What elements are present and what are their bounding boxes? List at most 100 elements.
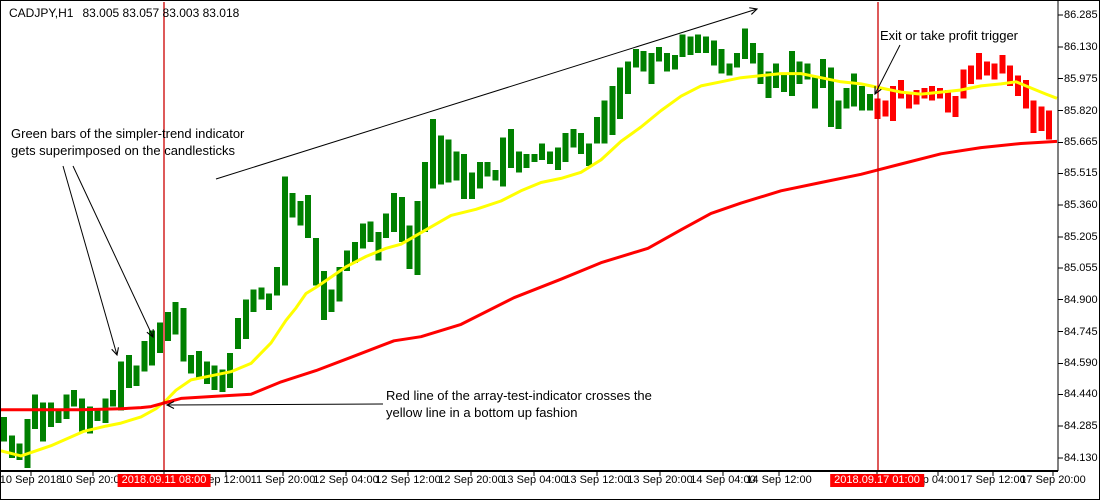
- time-axis-label: 17 Sep 20:00: [1020, 474, 1086, 486]
- trendline-arrow[interactable]: [215, 7, 759, 180]
- bull-candle: [94, 410, 101, 421]
- bull-candle: [773, 63, 780, 88]
- annotation-red-cross[interactable]: Red line of the array-test-indicator cro…: [386, 387, 652, 421]
- bull-candle: [328, 289, 335, 312]
- bear-candle: [1046, 110, 1053, 140]
- bull-candle: [141, 340, 148, 372]
- bull-candle: [1, 416, 7, 442]
- price-axis-label: 85.665: [1064, 136, 1098, 149]
- bull-candle: [523, 153, 530, 169]
- bull-candle: [554, 147, 561, 171]
- bull-candle: [24, 418, 31, 469]
- bull-candle: [617, 67, 624, 119]
- bull-candle: [40, 402, 46, 442]
- symbol-timeframe-label: CADJPY,H1: [9, 6, 74, 20]
- price-axis-label: 84.590: [1064, 357, 1098, 370]
- bull-candle: [820, 59, 826, 88]
- bear-candle: [1030, 100, 1037, 134]
- bull-candle: [648, 53, 655, 84]
- bear-candle: [882, 100, 889, 117]
- annotation-exit-trigger[interactable]: Exit or take profit trigger: [880, 27, 1018, 44]
- bull-candle: [562, 133, 569, 162]
- bull-candle: [742, 28, 748, 60]
- time-axis-label: 10 Sep 20:00: [60, 474, 126, 486]
- bear-candle: [952, 96, 959, 117]
- annotation-arrow-2[interactable]: [72, 165, 154, 339]
- price-axis-label: 84.745: [1064, 325, 1098, 338]
- ma-slow-red-line: [1, 139, 1058, 412]
- annotation-red-cross-line2: yellow line in a bottom up fashion: [386, 405, 578, 420]
- bull-candle: [445, 139, 452, 183]
- bear-candle: [968, 65, 975, 84]
- bull-candle: [710, 40, 717, 66]
- bear-candle: [1007, 65, 1014, 86]
- time-axis-label: 17 Sep 12:00: [960, 474, 1026, 486]
- bull-candle: [211, 365, 218, 391]
- bear-candle: [991, 63, 998, 80]
- bull-candle: [79, 398, 85, 432]
- bull-candle: [726, 63, 733, 76]
- candles-layer: [1, 28, 1053, 469]
- bull-candle: [71, 390, 78, 407]
- bull-candle: [586, 143, 592, 167]
- time-axis-label: Sep 12:00: [200, 474, 252, 486]
- vline-time-tag[interactable]: 2018.09.17 01:00: [830, 474, 924, 487]
- bull-candle: [703, 36, 709, 53]
- bull-candle: [866, 94, 873, 111]
- bull-candle: [164, 312, 171, 341]
- annotation-arrow-3[interactable]: [874, 44, 901, 96]
- bull-candle: [196, 351, 202, 378]
- ma-fast-yellow-line: [1, 72, 1058, 458]
- bear-candle: [983, 61, 990, 76]
- annotation-red-cross-line1: Red line of the array-test-indicator cro…: [386, 388, 652, 403]
- price-axis-label: 85.055: [1064, 261, 1098, 274]
- time-axis-label: 13 Sep 04:00: [501, 474, 567, 486]
- bull-candle: [398, 196, 405, 243]
- time-axis-label: 14 Sep 12:00: [746, 474, 812, 486]
- bull-candle: [664, 53, 670, 72]
- bull-candle: [812, 77, 819, 109]
- price-axis-label: 85.820: [1064, 104, 1098, 117]
- bull-candle: [235, 318, 241, 349]
- price-axis-label: 85.515: [1064, 167, 1098, 180]
- bull-candle: [8, 435, 15, 458]
- bull-candle: [453, 151, 460, 181]
- bull-candle: [625, 61, 631, 95]
- bull-candle: [461, 153, 468, 199]
- bull-candle: [804, 63, 811, 80]
- bull-candle: [55, 408, 62, 424]
- bull-candle: [749, 42, 756, 64]
- bull-candle: [63, 394, 70, 419]
- price-axis-label: 84.285: [1064, 420, 1098, 433]
- axes-layer: [1, 1, 1063, 476]
- bull-candle: [281, 176, 288, 286]
- bull-candle: [640, 51, 647, 72]
- bull-candle: [16, 443, 23, 460]
- bull-candle: [359, 223, 366, 249]
- bear-candle: [976, 53, 982, 80]
- annotation-arrow-1[interactable]: [62, 165, 119, 357]
- price-axis-label: 84.440: [1064, 388, 1098, 401]
- annotation-green-bars-line2: gets superimposed on the candlesticks: [11, 143, 236, 158]
- bull-candle: [336, 266, 343, 302]
- bull-candle: [632, 48, 639, 68]
- time-axis-label: 10 Sep 2018: [0, 474, 63, 486]
- bull-candle: [835, 100, 842, 130]
- bull-candle: [258, 287, 265, 300]
- bull-candle: [367, 221, 374, 243]
- bull-candle: [593, 116, 600, 144]
- vline-time-tag[interactable]: 2018.09.11 08:00: [117, 474, 211, 487]
- annotation-green-bars[interactable]: Green bars of the simpler-trend indicato…: [11, 125, 244, 159]
- bull-candle: [188, 355, 195, 374]
- bull-candle: [47, 402, 54, 428]
- bull-candle: [492, 170, 499, 181]
- bull-candle: [547, 151, 553, 164]
- bull-candle: [734, 53, 741, 68]
- bull-candle: [570, 129, 577, 148]
- price-axis-label: 84.900: [1064, 293, 1098, 306]
- annotation-arrow-4[interactable]: [165, 400, 384, 409]
- bull-candle: [133, 365, 140, 387]
- bear-candle: [890, 85, 897, 121]
